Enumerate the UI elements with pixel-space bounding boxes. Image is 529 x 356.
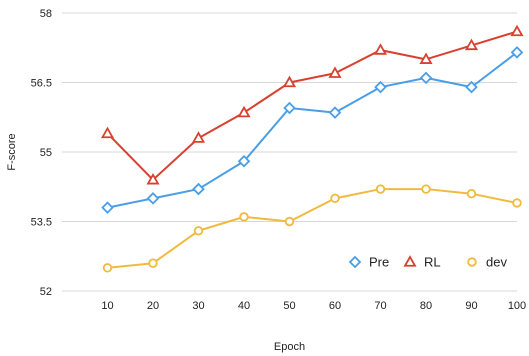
series-dev: [102, 184, 522, 273]
legend-marker-rl: [403, 255, 417, 267]
data-point-pre: [510, 46, 524, 59]
legend-marker-pre: [348, 255, 362, 269]
legend-item-pre: Pre: [348, 255, 389, 270]
data-point-pre: [374, 80, 387, 94]
data-point-rl: [510, 24, 524, 37]
legend-label-rl: RL: [424, 255, 441, 270]
legend: Pre RL dev: [348, 255, 507, 270]
series-line-dev: [107, 188, 518, 269]
data-point-pre: [465, 80, 478, 94]
x-tick-labels: 10 20 30 40 50 60 70 80 90 100: [101, 300, 526, 312]
data-point-dev: [239, 212, 249, 222]
data-point-dev: [421, 184, 431, 194]
y-tick-label: 53.5: [31, 217, 52, 229]
data-point-dev: [375, 184, 386, 194]
data-point-pre: [192, 182, 205, 196]
x-tick-label: 70: [374, 300, 386, 312]
data-point-rl: [419, 52, 433, 64]
legend-label-dev: dev: [486, 255, 507, 270]
series-line-rl: [106, 30, 518, 181]
y-axis-label: F-score: [6, 133, 18, 170]
y-tick-label: 55: [40, 147, 52, 159]
x-tick-label: 30: [192, 300, 204, 312]
data-point-dev: [512, 198, 522, 208]
data-point-rl: [328, 66, 342, 78]
data-point-rl: [191, 131, 206, 143]
x-tick-label: 100: [508, 300, 526, 312]
data-point-dev: [102, 263, 113, 273]
data-point-pre: [419, 71, 433, 85]
y-tick-labels: 52 53.5 55 56.5 58: [31, 8, 52, 298]
gridlines: [62, 12, 517, 222]
data-point-pre: [328, 106, 342, 119]
series-group: [100, 24, 524, 273]
legend-marker-dev: [467, 257, 477, 267]
data-point-pre: [101, 201, 114, 214]
data-point-rl: [146, 172, 160, 185]
data-point-dev: [330, 193, 340, 204]
data-point-rl: [237, 105, 251, 118]
y-tick-label: 52: [40, 286, 52, 298]
series-line-pre: [107, 51, 518, 209]
data-point-dev: [466, 188, 477, 199]
data-point-rl: [464, 38, 479, 51]
data-point-dev: [193, 226, 204, 236]
data-point-dev: [284, 216, 295, 227]
legend-label-pre: Pre: [369, 255, 389, 270]
x-tick-label: 50: [283, 300, 295, 312]
legend-item-rl: RL: [403, 255, 441, 270]
x-tick-label: 40: [238, 300, 250, 312]
data-point-rl: [373, 43, 388, 55]
x-tick-label: 60: [329, 300, 341, 312]
data-point-pre: [146, 192, 160, 205]
y-tick-label: 56.5: [31, 78, 52, 90]
x-tick-label: 80: [420, 300, 432, 312]
y-tick-label: 58: [40, 8, 52, 20]
x-tick-label: 10: [101, 300, 113, 312]
x-tick-label: 90: [465, 300, 477, 312]
data-point-rl: [100, 126, 115, 139]
data-point-dev: [148, 258, 158, 268]
data-point-pre: [283, 101, 296, 115]
series-rl: [100, 24, 524, 185]
data-point-rl: [282, 75, 297, 88]
x-axis-label: Epoch: [274, 341, 305, 353]
x-tick-label: 20: [147, 300, 159, 312]
legend-item-dev: dev: [467, 255, 507, 270]
series-pre: [101, 46, 524, 214]
data-point-pre: [237, 154, 251, 168]
